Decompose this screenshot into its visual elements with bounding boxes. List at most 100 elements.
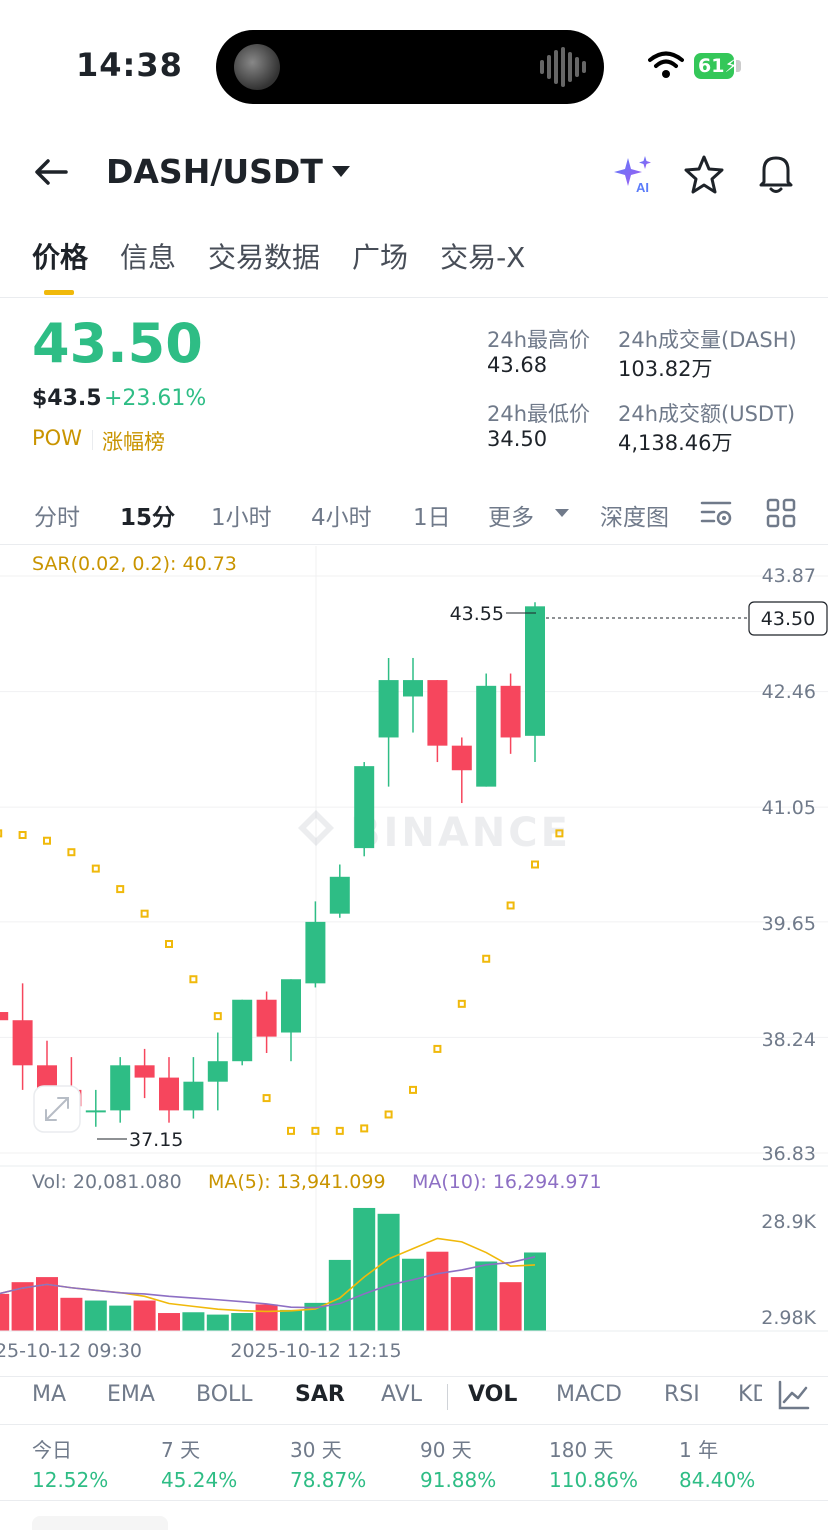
return-value: 84.40% [679, 1468, 756, 1492]
album-art-icon [234, 44, 280, 90]
candle-body [403, 680, 423, 697]
low-label: 24h最低价 [487, 402, 591, 426]
volume-bar [231, 1313, 254, 1331]
sar-dot [506, 901, 515, 910]
volume-bar [84, 1300, 107, 1331]
return-label: 90 天 [420, 1438, 472, 1462]
volume-bar [524, 1252, 546, 1331]
timeframe-divider [0, 544, 828, 545]
sar-dot [213, 1012, 222, 1021]
layout-grid-icon[interactable] [766, 498, 796, 528]
ind-kdj[interactable]: KDJ [738, 1382, 762, 1407]
pair-dropdown-icon[interactable] [332, 166, 350, 177]
volume-bar [36, 1277, 58, 1331]
more-dropdown-icon[interactable] [555, 509, 569, 517]
ind-avl[interactable]: AVL [381, 1382, 422, 1407]
sar-dot [555, 829, 564, 838]
ind-ma[interactable]: MA [32, 1382, 67, 1407]
turnover-value: 4,138.46万 [618, 431, 733, 455]
vol-label: Vol: 20,081.080 [32, 1171, 182, 1193]
candle-body [37, 1065, 57, 1090]
tf-4h[interactable]: 4小时 [311, 505, 372, 531]
vol-ma5-label: MA(5): 13,941.099 [208, 1171, 386, 1193]
candle-body [525, 606, 545, 736]
ind-boll[interactable]: BOLL [196, 1382, 253, 1407]
volume-bar [353, 1207, 376, 1331]
tf-more[interactable]: 更多 [488, 505, 534, 531]
tab-price[interactable]: 价格 [32, 241, 89, 274]
chart-bottom-divider [0, 1376, 828, 1377]
volume-bar [450, 1277, 473, 1331]
back-arrow-icon[interactable] [32, 152, 72, 192]
last-price-tag [748, 601, 828, 636]
tf-depth[interactable]: 深度图 [600, 505, 669, 531]
y-tick: 42.46 [762, 681, 816, 703]
ind-macd[interactable]: MACD [556, 1382, 622, 1407]
tf-15m[interactable]: 15分 [120, 505, 176, 531]
main-tabs: 价格 信息 交易数据 广场 交易-X [32, 236, 525, 276]
sar-dot [531, 860, 539, 869]
tab-trade-x[interactable]: 交易-X [440, 241, 526, 274]
tab-trading-data[interactable]: 交易数据 [208, 241, 321, 274]
sar-dot [335, 1126, 344, 1135]
y-tick: 43.87 [762, 565, 816, 587]
price-chart[interactable]: BINANCE SAR(0.02, 0.2): 40.73 43.87 42.4… [0, 546, 828, 1376]
sar-dot [433, 1044, 442, 1053]
change-percent: +23.61% [104, 386, 207, 411]
tab-info[interactable]: 信息 [120, 241, 177, 274]
tag-pow[interactable]: POW [32, 426, 82, 450]
x-tick: 2025-10-12 12:15 [230, 1340, 401, 1362]
notification-bell-icon[interactable] [756, 152, 796, 194]
tag-gainers[interactable]: 涨幅榜 [102, 430, 165, 454]
sar-label: SAR(0.02, 0.2): 40.73 [32, 553, 237, 575]
tf-1d[interactable]: 1日 [413, 505, 451, 531]
sar-dot [43, 836, 51, 845]
pair-title[interactable]: DASH/USDT [106, 152, 323, 191]
chart-grid [0, 546, 828, 1326]
sar-dot [384, 1110, 393, 1119]
last-price-tag-text: 43.50 [761, 608, 815, 630]
volume-bar [280, 1309, 302, 1331]
tab-square[interactable]: 广场 [352, 241, 409, 274]
battery-level: 61 [698, 55, 725, 77]
return-value: 45.24% [161, 1468, 238, 1492]
return-value: 91.88% [420, 1468, 497, 1492]
indicator-settings-icon[interactable] [776, 1380, 812, 1412]
usd-price: $43.5 [32, 386, 102, 411]
high-marker: 43.55 [450, 603, 536, 625]
candle-body [476, 685, 497, 787]
candle-body [281, 979, 301, 1033]
volume-value: 103.82万 [618, 357, 713, 381]
vol-ma10-label: MA(10): 16,294.971 [412, 1171, 602, 1193]
ind-ema[interactable]: EMA [107, 1382, 155, 1407]
ind-sar[interactable]: SAR [295, 1382, 345, 1407]
chart-settings-icon[interactable] [700, 498, 734, 528]
candle-body [500, 685, 521, 738]
sar-dot [457, 999, 466, 1008]
bottom-tab-partial[interactable] [32, 1516, 168, 1530]
sar-dot [482, 954, 491, 963]
volume-ma10-line [0, 1256, 536, 1309]
candle-body [207, 1061, 228, 1082]
tf-1h[interactable]: 1小时 [211, 505, 272, 531]
active-tab-indicator [44, 290, 74, 295]
ai-sparkle-icon[interactable]: AI [612, 154, 656, 194]
y-tick: 39.65 [762, 913, 816, 935]
favorite-star-icon[interactable] [684, 154, 724, 194]
battery-icon: 61⚡ [694, 53, 738, 79]
volume-label: 24h成交量(DASH) [618, 328, 797, 352]
x-tick: 2025-10-12 09:30 [0, 1340, 142, 1362]
ind-vol[interactable]: VOL [468, 1382, 518, 1407]
return-label: 今日 [32, 1438, 72, 1462]
volume-bar [255, 1304, 278, 1331]
candle-body [0, 1012, 9, 1021]
candle-body [329, 876, 350, 914]
sar-dot [287, 1126, 295, 1135]
candle-body [183, 1081, 204, 1111]
sar-dot [0, 829, 3, 838]
ind-rsi[interactable]: RSI [664, 1382, 700, 1407]
return-label: 30 天 [290, 1438, 342, 1462]
volume-bar [402, 1258, 424, 1331]
tf-timeshare[interactable]: 分时 [34, 505, 80, 531]
fullscreen-expand-icon[interactable] [33, 1085, 81, 1133]
